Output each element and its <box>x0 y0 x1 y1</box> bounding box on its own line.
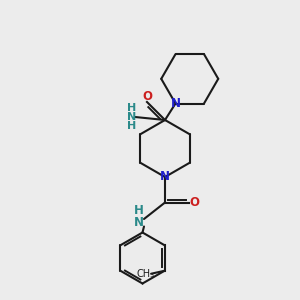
Text: O: O <box>142 90 152 103</box>
Text: CH₃: CH₃ <box>136 269 154 279</box>
Text: H
N: H N <box>134 204 144 229</box>
Text: H
N
H: H N H <box>128 103 136 131</box>
Text: N: N <box>170 97 181 110</box>
Text: N: N <box>160 170 170 184</box>
Text: O: O <box>189 196 200 209</box>
